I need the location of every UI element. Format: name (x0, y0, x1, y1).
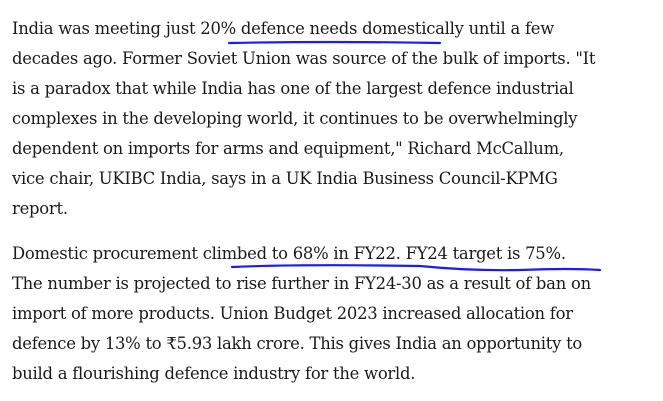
text-line: complexes in the developing world, it co… (12, 109, 578, 128)
text-line: Domestic procurement climbed to 68% in F… (12, 244, 566, 263)
paragraph-2: Domestic procurement climbed to 68% in F… (12, 239, 591, 389)
text-line: defence by 13% to ₹5.93 lakh crore. This… (12, 334, 583, 353)
paragraph-1: India was meeting just 20% defence needs… (12, 14, 596, 224)
text-line: is a paradox that while India has one of… (12, 79, 574, 98)
text-line: vice chair, UKIBC India, says in a UK In… (12, 169, 558, 188)
text-line: build a flourishing defence industry for… (12, 364, 416, 383)
text-line: India was meeting just 20% defence needs… (12, 19, 555, 38)
text-line: dependent on imports for arms and equipm… (12, 139, 564, 158)
text-line: decades ago. Former Soviet Union was sou… (12, 49, 596, 68)
text-line: import of more products. Union Budget 20… (12, 304, 573, 323)
text-line: report. (12, 199, 68, 218)
text-line: The number is projected to rise further … (12, 274, 591, 293)
